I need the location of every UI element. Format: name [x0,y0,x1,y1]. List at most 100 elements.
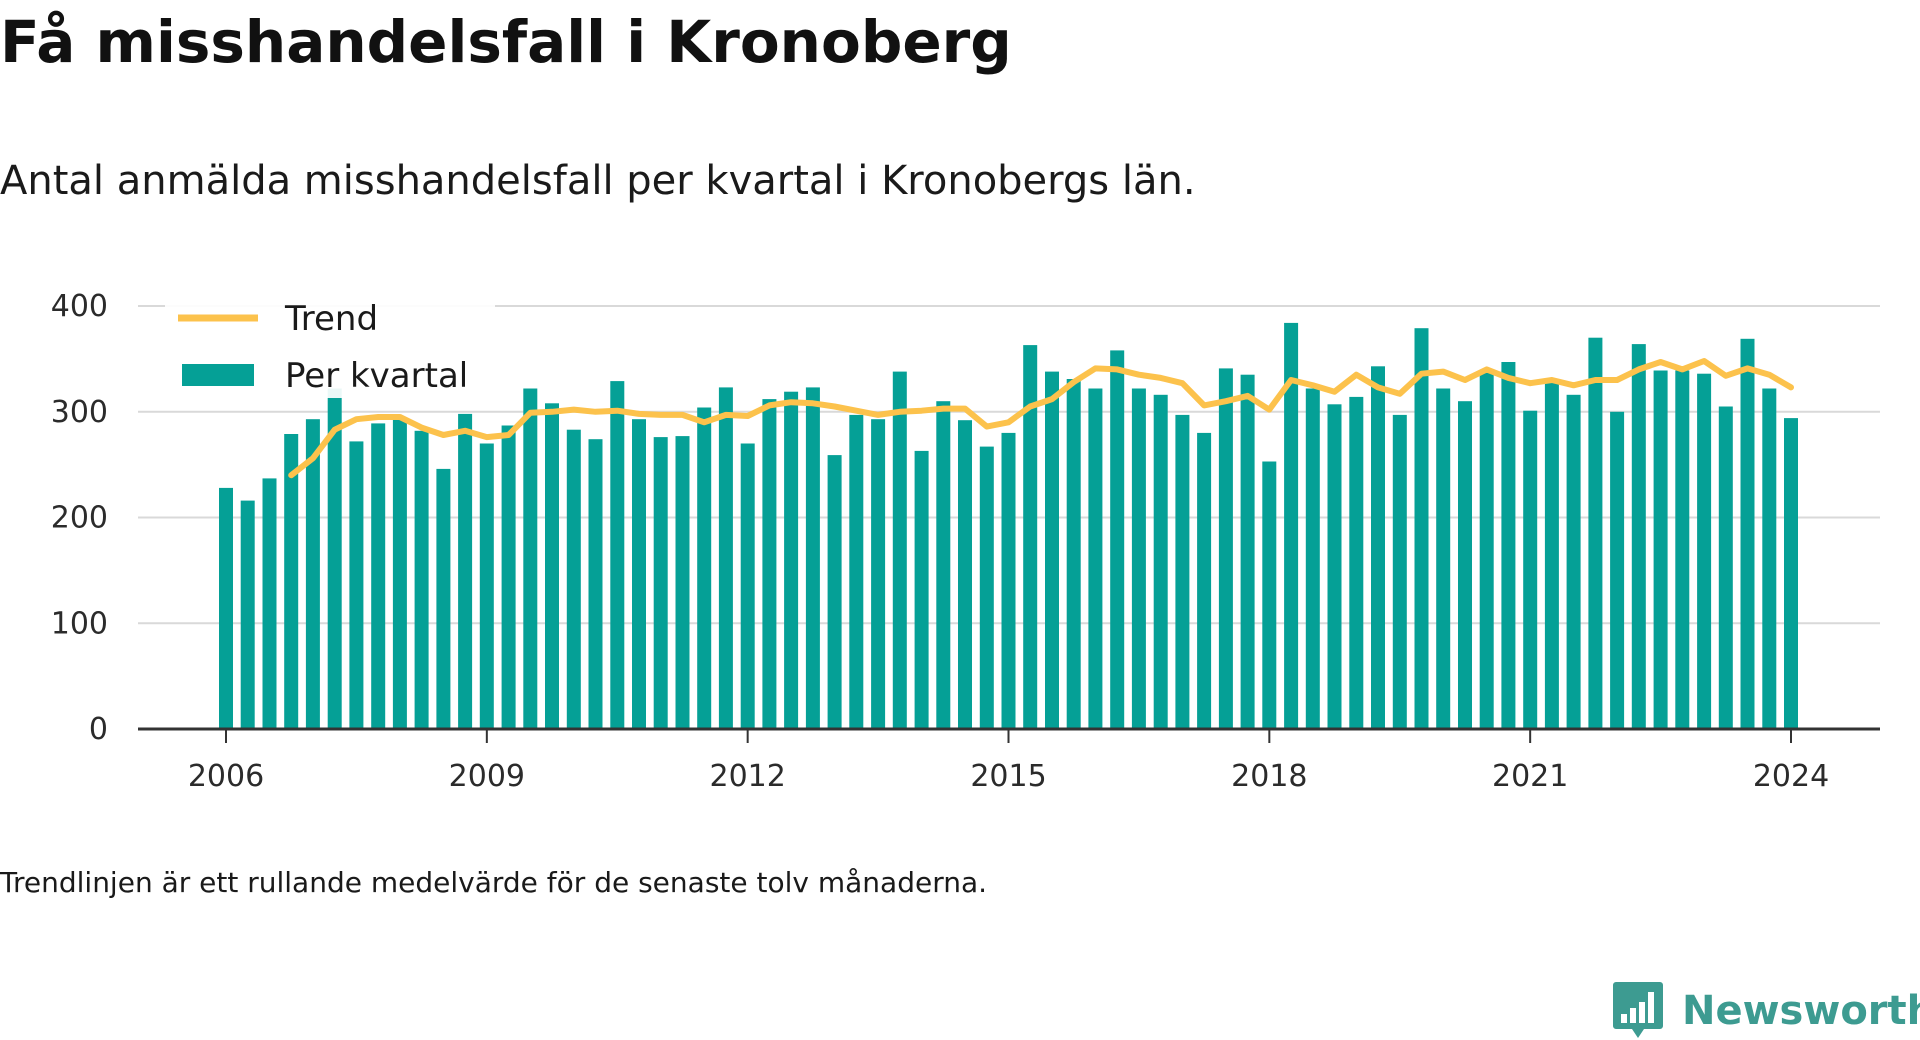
bar-2019-Q2 [1371,366,1385,729]
x-tick-label-2021: 2021 [1492,759,1568,794]
bar-2017-Q4 [1240,374,1255,729]
bar-2020-Q2 [1458,401,1472,729]
bar-2007-Q4 [371,423,386,729]
bar-2006-Q1 [219,487,233,729]
bar-2013-Q1 [827,455,842,729]
bar-2020-Q1 [1436,388,1451,729]
chart-subtitle: Antal anmälda misshandelsfall per kvarta… [0,158,1196,204]
bar-2012-Q2 [762,399,777,729]
bar-2023-Q4 [1762,388,1777,729]
bar-2015-Q4 [1066,379,1081,729]
bar-2014-Q1 [914,450,929,729]
footnote: Trendlinjen är ett rullande medelvärde f… [0,866,988,899]
bar-2009-Q4 [545,403,559,729]
bar-2008-Q2 [414,430,429,729]
bar-chart-speech-bubble-icon [1613,982,1663,1038]
bar-2022-Q2 [1631,344,1646,729]
bar-2012-Q3 [784,391,799,729]
bar-2011-Q3 [697,407,712,729]
bar-series [219,322,1798,730]
bar-2020-Q4 [1501,362,1516,729]
bar-2008-Q4 [458,413,473,729]
bar-2022-Q4 [1675,370,1690,729]
bar-2019-Q1 [1349,396,1364,729]
bar-2007-Q3 [349,441,364,729]
bar-2016-Q1 [1088,388,1103,729]
bar-2017-Q2 [1197,432,1212,729]
bar-2019-Q3 [1392,414,1407,729]
bar-2011-Q2 [675,436,690,729]
y-tick-label-400: 400 [51,289,108,324]
bar-2008-Q3 [436,468,451,729]
brand: Newsworthy [1612,980,1920,1040]
chart-svg: 0 100 200 300 400 2006 2009 2012 2015 2018 2021 202… [51,289,1880,794]
bar-2021-Q4 [1588,337,1603,729]
y-tick-label-300: 300 [51,395,108,430]
bar-2010-Q1 [566,429,581,729]
y-tick-label-100: 100 [51,606,108,641]
bar-2016-Q4 [1153,394,1168,729]
bar-2022-Q1 [1610,411,1625,730]
bar-2016-Q2 [1110,350,1125,729]
bar-2024-Q1 [1784,418,1798,729]
bar-2007-Q1 [305,419,320,729]
legend-label-per-kvartal: Per kvartal [285,356,468,396]
legend-label-trend: Trend [284,299,378,339]
trend-series [288,358,1794,479]
bar-2010-Q2 [588,439,603,729]
bar-2009-Q3 [523,388,538,729]
bar-2013-Q4 [892,371,907,729]
bar-2023-Q3 [1740,338,1755,729]
bar-2014-Q4 [979,446,994,729]
bar-2015-Q3 [1045,371,1059,729]
bar-2011-Q4 [718,387,733,729]
bar-2021-Q3 [1566,394,1581,729]
y-tick-label-0: 0 [89,712,108,747]
bar-2009-Q2 [501,425,516,729]
bar-2017-Q3 [1218,368,1233,729]
bar-2017-Q1 [1175,414,1190,729]
bar-2016-Q3 [1131,388,1146,729]
bar-2022-Q3 [1653,370,1668,729]
bar-2018-Q4 [1327,404,1342,729]
bar-2011-Q1 [653,437,668,729]
axes: 0 100 200 300 400 2006 2009 2012 2015 2018 2021 202… [51,289,1880,794]
bar-2006-Q2 [240,500,255,729]
bar-2013-Q2 [849,414,864,729]
legend: Trend Per kvartal [165,294,495,398]
x-tick-label-2006: 2006 [188,759,264,794]
legend-bar-swatch [182,364,254,386]
bar-2009-Q1 [479,443,494,729]
bar-2010-Q3 [610,381,625,729]
bar-2013-Q3 [871,419,886,729]
x-tick-label-2009: 2009 [449,759,525,794]
bar-2014-Q3 [958,420,972,729]
bar-2023-Q1 [1697,373,1712,729]
bar-2012-Q1 [740,443,755,729]
bar-2006-Q4 [284,434,299,729]
trend-line [288,358,1794,479]
bar-2018-Q1 [1262,461,1277,729]
bar-2021-Q1 [1523,410,1538,729]
bar-2010-Q4 [632,419,646,729]
chart-title: Få misshandelsfall i Kronoberg [0,8,1012,76]
bar-2008-Q1 [392,419,407,729]
x-tick-label-2018: 2018 [1231,759,1307,794]
bar-2018-Q3 [1305,388,1320,729]
x-tick-label-2012: 2012 [709,759,785,794]
y-tick-label-200: 200 [51,501,108,536]
bar-2007-Q2 [327,388,342,729]
bar-2012-Q4 [805,387,820,729]
bar-2021-Q2 [1544,382,1559,729]
bar-2020-Q3 [1479,371,1494,729]
bar-2015-Q2 [1023,345,1038,729]
bar-2019-Q4 [1414,328,1429,729]
bar-2015-Q1 [1001,432,1016,729]
brand-name: Newsworthy [1682,988,1920,1034]
bar-2023-Q2 [1718,406,1733,729]
x-tick-label-2024: 2024 [1753,759,1829,794]
x-tick-label-2015: 2015 [970,759,1046,794]
bar-2006-Q3 [262,478,277,729]
bar-2018-Q2 [1284,322,1299,729]
